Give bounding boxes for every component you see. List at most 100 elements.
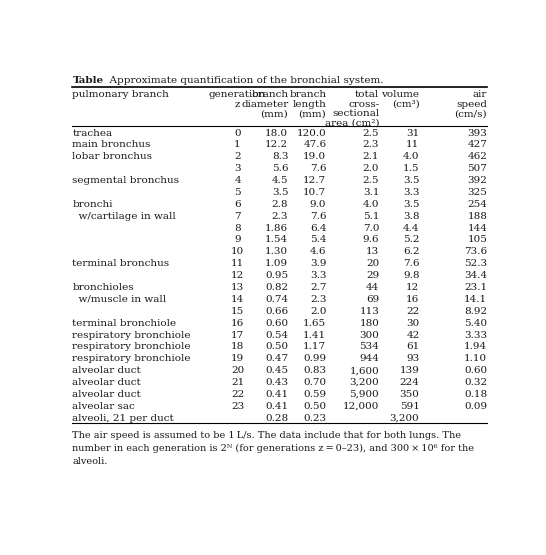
Text: 1.09: 1.09	[265, 259, 288, 268]
Text: w/muscle in wall: w/muscle in wall	[73, 295, 167, 304]
Text: 139: 139	[400, 366, 419, 375]
Text: 8.3: 8.3	[272, 152, 288, 162]
Text: branch: branch	[251, 90, 288, 99]
Text: 6.4: 6.4	[310, 224, 327, 233]
Text: 10: 10	[231, 248, 244, 256]
Text: 12.2: 12.2	[265, 140, 288, 149]
Text: 13: 13	[366, 248, 379, 256]
Text: trachea: trachea	[73, 129, 112, 138]
Text: 5.6: 5.6	[272, 164, 288, 173]
Text: 0.74: 0.74	[265, 295, 288, 304]
Text: 93: 93	[406, 354, 419, 364]
Text: 1,600: 1,600	[349, 366, 379, 375]
Text: lobar bronchus: lobar bronchus	[73, 152, 152, 162]
Text: 0.50: 0.50	[303, 402, 327, 411]
Text: 2.5: 2.5	[363, 176, 379, 185]
Text: 0.60: 0.60	[265, 319, 288, 327]
Text: 12.7: 12.7	[303, 176, 327, 185]
Text: 1.54: 1.54	[265, 235, 288, 245]
Text: 19: 19	[231, 354, 244, 364]
Text: 0.50: 0.50	[265, 342, 288, 351]
Text: 5.40: 5.40	[464, 319, 487, 327]
Text: alveolar duct: alveolar duct	[73, 390, 141, 399]
Text: 2.8: 2.8	[272, 200, 288, 209]
Text: 144: 144	[467, 224, 487, 233]
Text: 0.09: 0.09	[464, 402, 487, 411]
Text: 224: 224	[400, 378, 419, 387]
Text: volume: volume	[382, 90, 419, 99]
Text: main bronchus: main bronchus	[73, 140, 151, 149]
Text: 7.6: 7.6	[403, 259, 419, 268]
Text: 4.0: 4.0	[403, 152, 419, 162]
Text: 944: 944	[359, 354, 379, 364]
Text: 34.4: 34.4	[464, 271, 487, 280]
Text: 5,900: 5,900	[349, 390, 379, 399]
Text: 1.41: 1.41	[303, 331, 327, 340]
Text: 31: 31	[406, 129, 419, 138]
Text: 3,200: 3,200	[390, 413, 419, 423]
Text: 507: 507	[467, 164, 487, 173]
Text: (cm/s): (cm/s)	[454, 109, 487, 118]
Text: 0.18: 0.18	[464, 390, 487, 399]
Text: 73.6: 73.6	[464, 248, 487, 256]
Text: 2.0: 2.0	[363, 164, 379, 173]
Text: 9.0: 9.0	[310, 200, 327, 209]
Text: 3.5: 3.5	[272, 188, 288, 197]
Text: 350: 350	[400, 390, 419, 399]
Text: 2.3: 2.3	[272, 211, 288, 221]
Text: (mm): (mm)	[260, 109, 288, 118]
Text: 6.2: 6.2	[403, 248, 419, 256]
Text: terminal bronchiole: terminal bronchiole	[73, 319, 176, 327]
Text: 0.99: 0.99	[303, 354, 327, 364]
Text: respiratory bronchiole: respiratory bronchiole	[73, 354, 191, 364]
Text: 47.6: 47.6	[303, 140, 327, 149]
Text: 3.5: 3.5	[403, 176, 419, 185]
Text: 20: 20	[366, 259, 379, 268]
Text: pulmonary branch: pulmonary branch	[73, 90, 169, 99]
Text: 113: 113	[359, 307, 379, 316]
Text: 3.3: 3.3	[310, 271, 327, 280]
Text: alveoli.: alveoli.	[73, 457, 108, 466]
Text: 11: 11	[406, 140, 419, 149]
Text: respiratory bronchiole: respiratory bronchiole	[73, 342, 191, 351]
Text: 0.60: 0.60	[464, 366, 487, 375]
Text: 0.47: 0.47	[265, 354, 288, 364]
Text: 180: 180	[359, 319, 379, 327]
Text: 427: 427	[467, 140, 487, 149]
Text: 12: 12	[231, 271, 244, 280]
Text: w/cartilage in wall: w/cartilage in wall	[73, 211, 176, 221]
Text: 12,000: 12,000	[343, 402, 379, 411]
Text: 5: 5	[234, 188, 241, 197]
Text: branch: branch	[289, 90, 327, 99]
Text: 10.7: 10.7	[303, 188, 327, 197]
Text: 4.6: 4.6	[310, 248, 327, 256]
Text: 188: 188	[467, 211, 487, 221]
Text: 8.92: 8.92	[464, 307, 487, 316]
Text: bronchi: bronchi	[73, 200, 113, 209]
Text: bronchioles: bronchioles	[73, 283, 134, 292]
Text: 3.5: 3.5	[403, 200, 419, 209]
Text: diameter: diameter	[241, 100, 288, 109]
Text: 3.9: 3.9	[310, 259, 327, 268]
Text: 2.1: 2.1	[363, 152, 379, 162]
Text: 7.0: 7.0	[363, 224, 379, 233]
Text: 29: 29	[366, 271, 379, 280]
Text: 2.0: 2.0	[310, 307, 327, 316]
Text: cross-: cross-	[348, 100, 379, 109]
Text: number in each generation is 2ᴺ (for generations z = 0–23), and 300 × 10⁶ for th: number in each generation is 2ᴺ (for gen…	[73, 444, 474, 453]
Text: 1.86: 1.86	[265, 224, 288, 233]
Text: 3,200: 3,200	[349, 378, 379, 387]
Text: 9.8: 9.8	[403, 271, 419, 280]
Text: 3: 3	[234, 164, 241, 173]
Text: length: length	[293, 100, 327, 109]
Text: 1: 1	[234, 140, 241, 149]
Text: 3.1: 3.1	[363, 188, 379, 197]
Text: 61: 61	[406, 342, 419, 351]
Text: terminal bronchus: terminal bronchus	[73, 259, 170, 268]
Text: respiratory bronchiole: respiratory bronchiole	[73, 331, 191, 340]
Text: 300: 300	[359, 331, 379, 340]
Text: alveolar duct: alveolar duct	[73, 366, 141, 375]
Text: Table: Table	[73, 76, 104, 85]
Text: sectional: sectional	[332, 109, 379, 118]
Text: (mm): (mm)	[299, 109, 327, 118]
